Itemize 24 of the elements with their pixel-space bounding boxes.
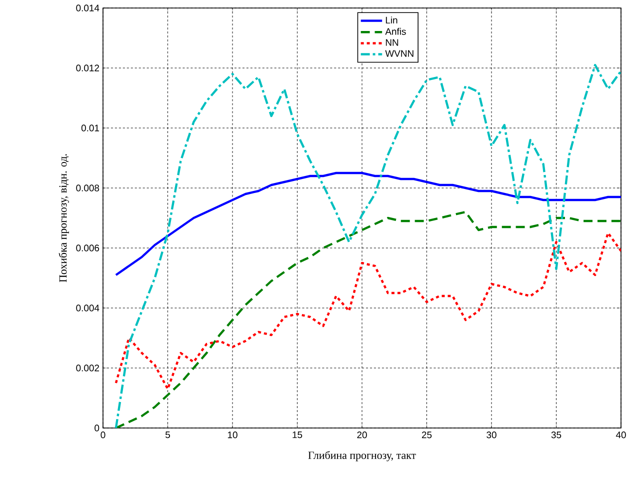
y-tick-label: 0.012 — [76, 64, 100, 72]
y-tick-label: 0.006 — [76, 244, 100, 252]
x-tick-label: 30 — [486, 432, 496, 438]
x-tick-label: 15 — [292, 432, 302, 438]
y-tick-label: 0.014 — [76, 4, 100, 12]
x-tick-label: 10 — [228, 432, 238, 438]
x-tick-label: 20 — [357, 432, 367, 438]
legend-label: WVNN — [385, 50, 414, 57]
x-axis-title: Глибина прогнозу, такт — [308, 451, 416, 462]
line-series — [114, 232, 622, 390]
y-tick-label: 0.002 — [76, 364, 100, 372]
y-tick-label: 0.004 — [76, 304, 100, 312]
x-tick-label: 40 — [616, 432, 626, 438]
legend-label: Anfis — [385, 28, 406, 35]
x-tick-label: 25 — [422, 432, 432, 438]
legend-label: NN — [386, 39, 398, 46]
x-tick-label: 35 — [551, 432, 562, 438]
y-tick-label: 0 — [94, 424, 100, 432]
x-tick-label: 0 — [100, 432, 106, 438]
x-tick-label: 5 — [165, 432, 170, 438]
y-axis-title: Похибка прогнозу, відн. од. — [58, 154, 69, 282]
legend-label: Lin — [386, 16, 398, 24]
y-tick-label: 0.01 — [81, 124, 100, 132]
y-tick-label: 0.008 — [76, 184, 100, 192]
